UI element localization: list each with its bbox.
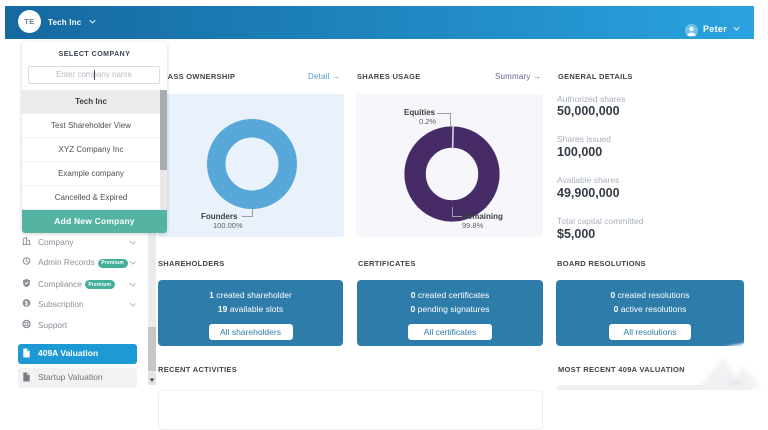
svg-text:$: $ bbox=[25, 300, 29, 307]
